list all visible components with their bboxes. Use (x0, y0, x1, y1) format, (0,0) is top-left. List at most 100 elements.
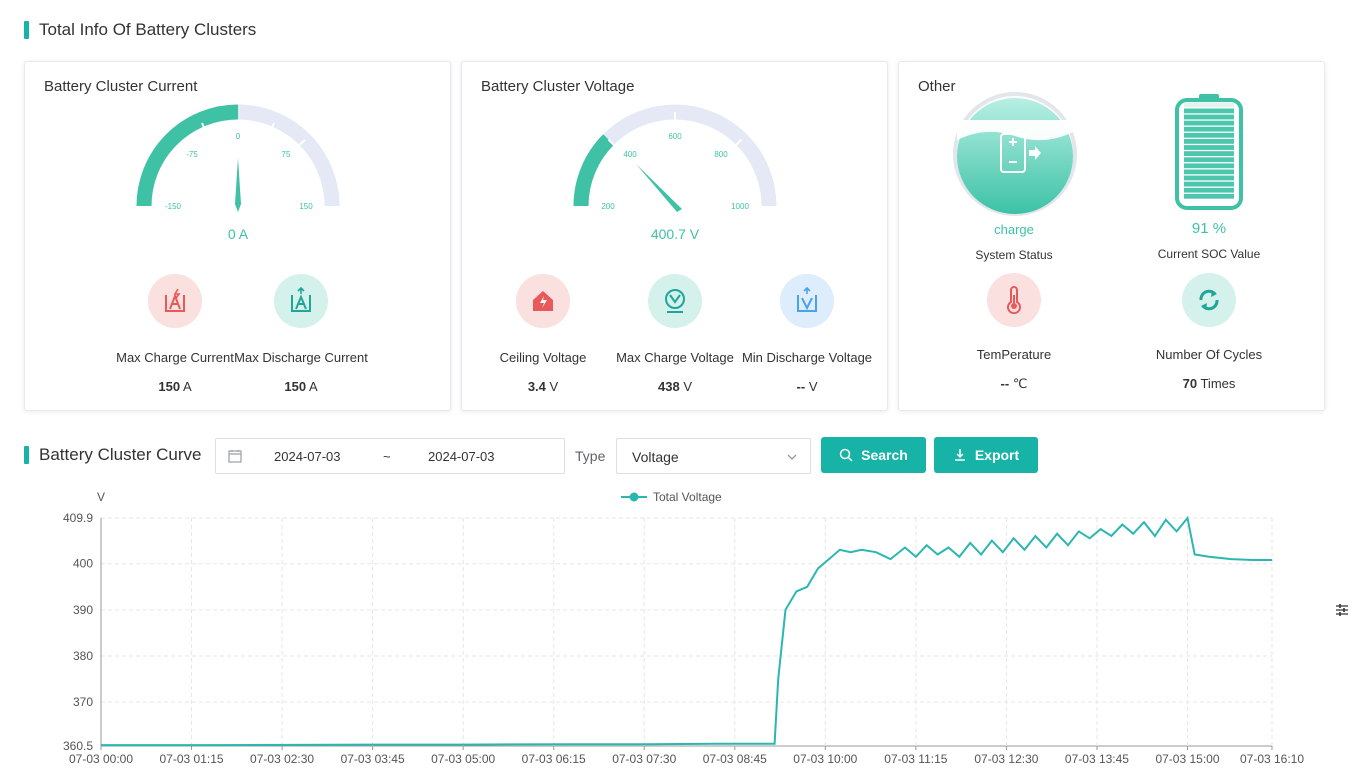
type-label: Type (575, 448, 606, 464)
cycles-label: Number Of Cycles (1155, 347, 1263, 362)
curve-accent-bar (24, 446, 29, 464)
battery-level-bar (1184, 187, 1234, 193)
soc-label: Current SOC Value (1157, 247, 1261, 261)
voltage-gauge: 200 400 600 800 1000 (573, 104, 777, 212)
x-tick-label: 07-03 15:00 (1155, 752, 1219, 766)
other-card: Other charge System Status 91 % Current … (898, 61, 1325, 411)
voltage-card: Battery Cluster Voltage 200 400 600 800 … (461, 61, 888, 411)
min-discharge-voltage-unit: V (808, 379, 818, 394)
discharge-current-icon (274, 274, 328, 328)
max-charge-current-value: 150 (158, 379, 181, 394)
voltage-tick-1: 400 (623, 150, 637, 159)
x-tick-label: 07-03 12:30 (974, 752, 1038, 766)
temperature-stat: TemPerature -- ℃ (939, 273, 1089, 392)
max-charge-current-stat: Max Charge Current 150 A (100, 274, 250, 394)
start-date-input[interactable]: 2024-07-03 (274, 449, 341, 464)
y-tick-label: 360.5 (63, 739, 93, 753)
battery-level-bar (1184, 139, 1234, 144)
current-tick-4: 150 (299, 202, 313, 211)
max-discharge-current-label: Max Discharge Current (234, 350, 368, 365)
x-tick-label: 07-03 02:30 (250, 752, 314, 766)
voltage-tick-2: 600 (668, 132, 682, 141)
system-status-label: System Status (975, 248, 1053, 262)
chevron-down-icon (787, 454, 797, 460)
x-tick-label: 07-03 16:10 (1240, 752, 1304, 766)
export-button[interactable]: Export (934, 437, 1038, 473)
battery-level-bar (1184, 163, 1234, 169)
battery-level-bar (1184, 108, 1234, 114)
legend-marker (621, 492, 647, 502)
max-charge-voltage-value: 438 (658, 379, 680, 394)
ceiling-voltage-unit: V (549, 379, 559, 394)
battery-level-bar (1184, 132, 1234, 138)
chart-grid (100, 517, 1273, 750)
x-tick-label: 07-03 00:00 (69, 752, 133, 766)
max-charge-current-unit: A (182, 379, 192, 394)
max-charge-current-label: Max Charge Current (116, 350, 234, 365)
curve-title-text: Battery Cluster Curve (39, 445, 202, 464)
y-axis-unit: V (97, 490, 105, 504)
y-tick-label: 400 (73, 557, 93, 571)
battery-level-bar (1184, 120, 1234, 126)
x-tick-label: 07-03 05:00 (431, 752, 495, 766)
battery-level-bar (1184, 157, 1234, 163)
voltage-gauge-needle (636, 164, 682, 212)
voltage-tick-3: 800 (714, 150, 728, 159)
max-charge-voltage-label: Max Charge Voltage (616, 350, 734, 365)
export-button-label: Export (974, 447, 1020, 463)
ceiling-voltage-icon (516, 274, 570, 328)
y-tick-label: 409.9 (63, 511, 93, 525)
voltage-gauge-value: 400.7 V (650, 226, 700, 242)
max-discharge-current-value: 150 (284, 379, 307, 394)
ceiling-voltage-stat: Ceiling Voltage 3.4 V (468, 274, 618, 394)
max-charge-voltage-icon (648, 274, 702, 328)
max-charge-voltage-unit: V (683, 379, 692, 394)
current-gauge-needle (235, 158, 241, 212)
current-card: Battery Cluster Current -150 -75 0 75 15… (24, 61, 451, 411)
current-card-title: Battery Cluster Current (44, 78, 198, 95)
cycle-icon (1182, 273, 1236, 327)
search-button[interactable]: Search (821, 437, 926, 473)
title-accent-bar (24, 21, 29, 39)
search-button-label: Search (861, 447, 908, 463)
current-gauge: -150 -75 0 75 150 (136, 104, 340, 212)
ceiling-voltage-value: 3.4 (527, 379, 546, 394)
x-tick-label: 07-03 07:30 (612, 752, 676, 766)
series-total-voltage (101, 515, 1273, 747)
page-title: Total Info Of Battery Clusters (24, 20, 256, 40)
temperature-unit: ℃ (1012, 376, 1028, 391)
battery-level-bar (1184, 169, 1234, 175)
current-gauge-value: 0 A (227, 226, 249, 242)
cycles-unit: Times (1200, 376, 1236, 391)
battery-level-bar (1184, 175, 1234, 181)
battery-level-bar (1184, 145, 1234, 150)
data-zoom-icon[interactable] (1336, 604, 1348, 616)
battery-level-icon (1175, 94, 1243, 210)
calendar-icon (228, 450, 242, 463)
battery-level-bar (1184, 102, 1234, 108)
type-select[interactable]: Voltage (616, 438, 811, 474)
y-tick-label: 380 (73, 649, 93, 663)
min-discharge-voltage-stat: Min Discharge Voltage -- V (732, 274, 882, 394)
charge-current-icon (148, 274, 202, 328)
min-discharge-voltage-label: Min Discharge Voltage (741, 350, 873, 365)
temperature-label: TemPerature (976, 347, 1052, 362)
max-discharge-current-stat: Max Discharge Current 150 A (226, 274, 376, 394)
end-date-input[interactable]: 2024-07-03 (428, 449, 495, 464)
date-separator: ~ (383, 449, 391, 464)
battery-charge-icon (953, 92, 1077, 216)
min-discharge-voltage-icon (780, 274, 834, 328)
battery-level-bar (1184, 114, 1234, 120)
other-card-title: Other (918, 78, 956, 95)
x-tick-label: 07-03 01:15 (160, 752, 224, 766)
date-range-picker[interactable]: 2024-07-03 ~ 2024-07-03 (215, 438, 565, 474)
soc-value: 91 % (1191, 220, 1227, 237)
current-tick-1: -75 (186, 150, 198, 159)
battery-level-bar (1184, 193, 1234, 199)
x-tick-label: 07-03 13:45 (1065, 752, 1129, 766)
max-charge-voltage-stat: Max Charge Voltage 438 V (600, 274, 750, 394)
chart-legend[interactable]: Total Voltage (621, 490, 722, 504)
legend-label: Total Voltage (653, 490, 722, 504)
current-tick-2: 0 (236, 132, 241, 141)
